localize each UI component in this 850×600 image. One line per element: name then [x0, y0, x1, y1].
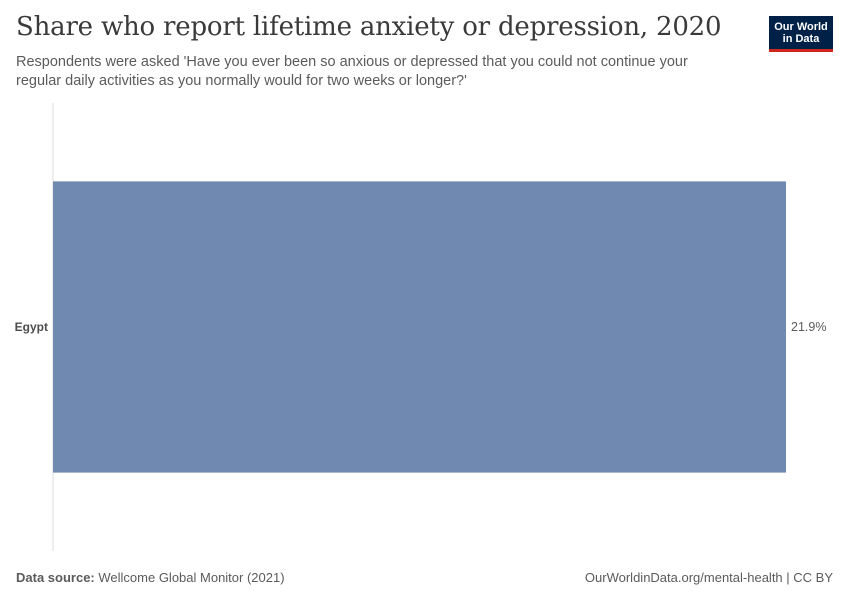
category-label[interactable]: Egypt: [15, 320, 48, 334]
data-source: Data source: Wellcome Global Monitor (20…: [16, 570, 285, 585]
owid-logo[interactable]: Our World in Data: [769, 16, 833, 52]
url-license[interactable]: OurWorldinData.org/mental-health | CC BY: [584, 570, 833, 585]
value-label: 21.9%: [791, 320, 826, 334]
bars-group: Egypt 21.9%: [15, 181, 826, 473]
data-source-text[interactable]: Wellcome Global Monitor (2021): [98, 570, 285, 585]
data-source-label: Data source:: [16, 570, 95, 585]
logo-line-2: in Data: [782, 33, 820, 45]
logo-line-1: Our World: [774, 21, 828, 33]
bar-egypt[interactable]: [53, 181, 786, 473]
chart-title: Share who report lifetime anxiety or dep…: [16, 12, 722, 42]
chart-subtitle: Respondents were asked 'Have you ever be…: [16, 54, 688, 89]
